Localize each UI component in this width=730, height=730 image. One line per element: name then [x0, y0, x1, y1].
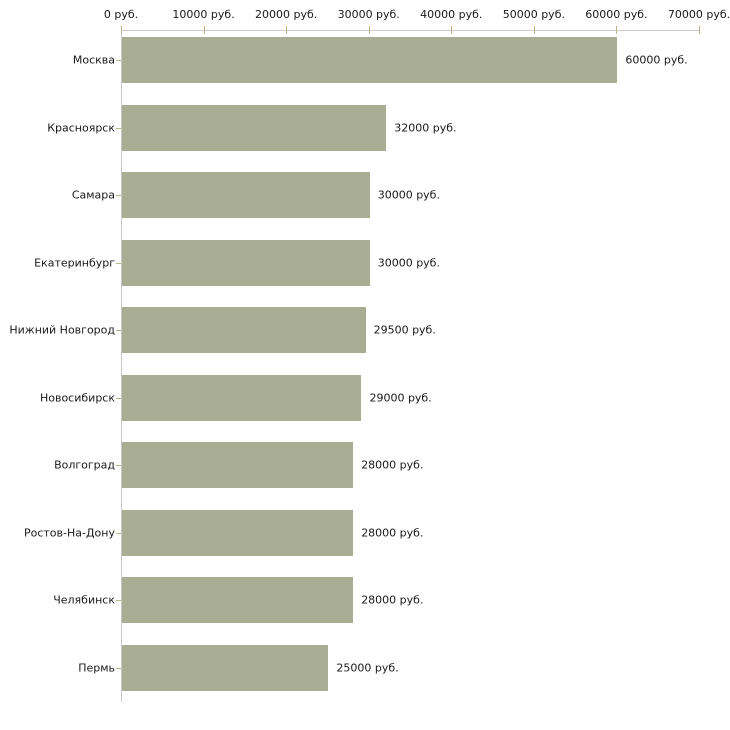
bar	[122, 307, 366, 354]
value-label: 29000 руб.	[369, 391, 432, 405]
category-label: Волгоград	[54, 458, 115, 472]
y-axis-tick-mark	[116, 127, 121, 129]
x-axis-line	[121, 30, 699, 31]
y-axis-tick-mark	[116, 195, 121, 197]
bar	[122, 172, 370, 219]
y-axis-tick-mark	[116, 397, 121, 399]
x-axis-tick-mark	[286, 26, 288, 34]
bar	[122, 509, 354, 556]
x-axis-tick-label: 70000 руб.	[667, 8, 730, 21]
category-label: Пермь	[78, 661, 115, 675]
x-axis-tick-mark	[368, 26, 370, 34]
y-axis-tick-mark	[116, 600, 121, 602]
y-axis-tick-mark	[116, 667, 121, 669]
bar	[122, 442, 354, 489]
x-axis-tick-mark	[451, 26, 453, 34]
x-axis-tick-mark	[616, 26, 618, 34]
category-label: Самара	[71, 188, 115, 202]
x-axis-tick-label: 50000 руб.	[502, 8, 565, 21]
category-label: Красноярск	[47, 121, 115, 135]
y-axis-tick-mark	[116, 262, 121, 264]
bar	[122, 37, 618, 83]
bar	[122, 644, 329, 691]
category-label: Ростов-На-Дону	[23, 526, 115, 540]
bar	[122, 374, 362, 421]
x-axis-tick-mark	[203, 26, 205, 34]
x-axis-tick-label: 10000 руб.	[172, 8, 235, 21]
bar	[122, 239, 370, 286]
value-label: 30000 руб.	[377, 256, 440, 270]
value-label: 29500 руб.	[373, 323, 436, 337]
value-label: 25000 руб.	[336, 661, 399, 675]
category-label: Челябинск	[53, 593, 115, 607]
y-axis-tick-mark	[116, 330, 121, 332]
x-axis-tick-label: 30000 руб.	[337, 8, 400, 21]
value-label: 60000 руб.	[625, 53, 688, 67]
value-label: 30000 руб.	[377, 188, 440, 202]
x-axis-tick-mark	[699, 26, 700, 34]
x-axis-tick-mark	[121, 26, 122, 34]
x-axis-tick-label: 40000 руб.	[420, 8, 483, 21]
y-axis-tick-mark	[116, 465, 121, 467]
y-axis-line	[121, 30, 122, 702]
x-axis-tick-label: 20000 руб.	[255, 8, 318, 21]
bar	[122, 104, 387, 151]
category-label: Москва	[72, 53, 115, 67]
x-axis-tick-label: 0 руб.	[103, 8, 139, 21]
y-axis-tick-mark	[116, 60, 121, 61]
category-label: Нижний Новгород	[9, 323, 115, 337]
value-label: 28000 руб.	[361, 593, 424, 607]
value-label: 28000 руб.	[361, 526, 424, 540]
value-label: 32000 руб.	[394, 121, 457, 135]
category-label: Новосибирск	[39, 391, 115, 405]
value-label: 28000 руб.	[361, 458, 424, 472]
x-axis-tick-label: 60000 руб.	[585, 8, 648, 21]
y-axis-tick-mark	[116, 532, 121, 534]
x-axis-tick-mark	[533, 26, 535, 34]
category-label: Екатеринбург	[34, 256, 115, 270]
bar	[122, 577, 354, 624]
